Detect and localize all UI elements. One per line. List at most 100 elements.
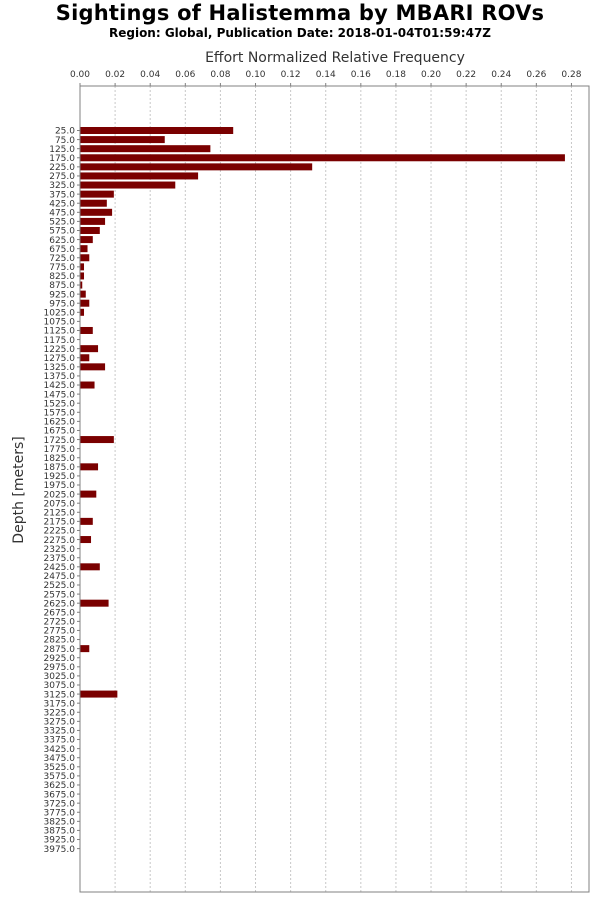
y-tick-label: 1425.0 bbox=[44, 381, 76, 391]
y-tick-label: 3725.0 bbox=[44, 799, 76, 809]
y-tick-label: 2725.0 bbox=[44, 618, 76, 628]
y-tick-label: 75.0 bbox=[55, 136, 75, 146]
y-tick-label: 2975.0 bbox=[44, 663, 76, 673]
x-tick-label: 0.08 bbox=[210, 70, 230, 80]
bar bbox=[80, 181, 176, 189]
bar bbox=[80, 536, 92, 544]
y-tick-label: 825.0 bbox=[49, 272, 75, 282]
bar bbox=[80, 172, 199, 180]
y-tick-label: 625.0 bbox=[49, 236, 75, 246]
y-tick-label: 1725.0 bbox=[44, 436, 76, 446]
y-tick-label: 3825.0 bbox=[44, 818, 76, 828]
y-tick-label: 375.0 bbox=[49, 190, 75, 200]
y-tick-label: 2925.0 bbox=[44, 654, 76, 664]
bar bbox=[80, 263, 85, 271]
bar bbox=[80, 354, 90, 362]
y-tick-label: 1075.0 bbox=[44, 318, 76, 328]
y-tick-label: 1625.0 bbox=[44, 418, 76, 428]
grid-lines bbox=[114, 86, 572, 892]
y-tick-label: 2575.0 bbox=[44, 590, 76, 600]
y-tick-label: 725.0 bbox=[49, 254, 75, 264]
y-tick-label: 3075.0 bbox=[44, 681, 76, 691]
x-tick-label: 0.10 bbox=[245, 70, 265, 80]
y-tick-label: 1675.0 bbox=[44, 427, 76, 437]
y-tick-label: 1025.0 bbox=[44, 309, 76, 319]
y-tick-label: 3475.0 bbox=[44, 754, 76, 764]
bar bbox=[80, 599, 109, 607]
y-tick-label: 3575.0 bbox=[44, 772, 76, 782]
y-tick-label: 2425.0 bbox=[44, 563, 76, 573]
bar bbox=[80, 217, 106, 225]
y-tick-label: 1775.0 bbox=[44, 445, 76, 455]
bar bbox=[80, 363, 106, 371]
bar bbox=[80, 190, 114, 198]
y-tick-label: 2675.0 bbox=[44, 608, 76, 618]
y-tick-label: 675.0 bbox=[49, 245, 75, 255]
bar bbox=[80, 208, 113, 216]
bar bbox=[80, 199, 107, 207]
bars bbox=[80, 127, 565, 698]
y-axis-ticks: 25.075.0125.0175.0225.0275.0325.0375.042… bbox=[44, 127, 80, 855]
y-tick-label: 175.0 bbox=[49, 154, 75, 164]
y-tick-label: 3675.0 bbox=[44, 790, 76, 800]
y-tick-label: 1375.0 bbox=[44, 372, 76, 382]
y-tick-label: 1575.0 bbox=[44, 408, 76, 418]
y-tick-label: 2375.0 bbox=[44, 554, 76, 564]
x-axis-label: Effort Normalized Relative Frequency bbox=[205, 50, 465, 66]
y-tick-label: 1175.0 bbox=[44, 336, 76, 346]
y-tick-label: 1225.0 bbox=[44, 345, 76, 355]
y-tick-label: 3175.0 bbox=[44, 699, 76, 709]
x-tick-label: 0.26 bbox=[526, 70, 546, 80]
y-tick-label: 1975.0 bbox=[44, 481, 76, 491]
x-tick-label: 0.20 bbox=[421, 70, 441, 80]
bar bbox=[80, 381, 95, 389]
y-tick-label: 2525.0 bbox=[44, 581, 76, 591]
x-tick-label: 0.00 bbox=[70, 70, 90, 80]
bar bbox=[80, 299, 90, 307]
y-tick-label: 3125.0 bbox=[44, 690, 76, 700]
y-tick-label: 975.0 bbox=[49, 299, 75, 309]
y-tick-label: 875.0 bbox=[49, 281, 75, 291]
bar bbox=[80, 308, 85, 316]
x-tick-label: 0.22 bbox=[456, 70, 476, 80]
y-tick-label: 3275.0 bbox=[44, 718, 76, 728]
y-tick-label: 2025.0 bbox=[44, 490, 76, 500]
y-tick-label: 2225.0 bbox=[44, 527, 76, 537]
y-tick-label: 3375.0 bbox=[44, 736, 76, 746]
y-tick-label: 3775.0 bbox=[44, 808, 76, 818]
bar bbox=[80, 163, 313, 171]
chart-subtitle: Region: Global, Publication Date: 2018-0… bbox=[108, 26, 492, 40]
x-tick-label: 0.02 bbox=[105, 70, 125, 80]
x-axis-ticks: 0.00 0.02 0.04 0.06 0.08 0.10 0.12 0.14 0.16 0.18… bbox=[70, 70, 582, 86]
bar bbox=[80, 490, 97, 498]
y-tick-label: 525.0 bbox=[49, 218, 75, 228]
x-tick-label: 0.06 bbox=[175, 70, 195, 80]
bar bbox=[80, 463, 99, 471]
bar bbox=[80, 145, 211, 153]
bar bbox=[80, 272, 85, 280]
y-tick-label: 3975.0 bbox=[44, 845, 76, 855]
bar bbox=[80, 326, 93, 334]
y-tick-label: 3225.0 bbox=[44, 708, 76, 718]
y-tick-label: 475.0 bbox=[49, 209, 75, 219]
y-tick-label: 1825.0 bbox=[44, 454, 76, 464]
bar bbox=[80, 690, 118, 698]
y-tick-label: 2475.0 bbox=[44, 572, 76, 582]
y-tick-label: 1875.0 bbox=[44, 463, 76, 473]
y-tick-label: 2175.0 bbox=[44, 518, 76, 528]
x-tick-label: 0.04 bbox=[140, 70, 160, 80]
y-tick-label: 775.0 bbox=[49, 263, 75, 273]
bar bbox=[80, 254, 90, 262]
bar bbox=[80, 290, 86, 298]
y-tick-label: 3025.0 bbox=[44, 672, 76, 682]
y-tick-label: 2875.0 bbox=[44, 645, 76, 655]
y-tick-label: 275.0 bbox=[49, 172, 75, 182]
y-tick-label: 1475.0 bbox=[44, 390, 76, 400]
bar bbox=[80, 563, 100, 571]
y-tick-label: 3625.0 bbox=[44, 781, 76, 791]
y-tick-label: 3425.0 bbox=[44, 745, 76, 755]
x-tick-label: 0.18 bbox=[386, 70, 406, 80]
y-axis-label: Depth [meters] bbox=[11, 436, 27, 543]
y-tick-label: 2825.0 bbox=[44, 636, 76, 646]
